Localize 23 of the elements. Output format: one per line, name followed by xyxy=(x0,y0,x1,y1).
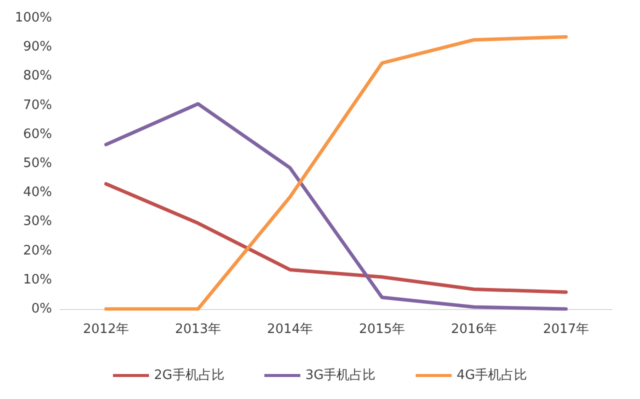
legend-label: 4G手机占比 xyxy=(456,368,528,383)
x-tick-label: 2014年 xyxy=(266,322,314,337)
line-series xyxy=(104,35,568,311)
y-tick-label: 50% xyxy=(23,156,52,171)
x-tick-label: 2013年 xyxy=(174,322,222,337)
x-tick-label: 2016年 xyxy=(450,322,498,337)
y-tick-label: 70% xyxy=(23,98,52,113)
y-tick-label: 30% xyxy=(23,214,52,230)
y-tick-label: 80% xyxy=(23,68,52,84)
y-tick-label: 60% xyxy=(23,126,52,142)
line-series xyxy=(104,102,568,311)
y-tick-label: 0% xyxy=(31,302,52,316)
y-tick-label: 40% xyxy=(23,185,52,200)
line-series xyxy=(104,182,568,294)
y-tick-label: 20% xyxy=(23,243,52,258)
x-tick-label: 2017年 xyxy=(542,322,590,337)
x-tick-label: 2015年 xyxy=(358,322,406,337)
y-tick-label: 100% xyxy=(14,10,52,26)
y-tick-label: 10% xyxy=(23,272,52,288)
x-tick-label: 2012年 xyxy=(82,322,130,337)
y-tick-label: 90% xyxy=(23,40,52,55)
legend-label: 3G手机占比 xyxy=(305,368,376,383)
legend-label: 2G手机占比 xyxy=(154,368,224,383)
